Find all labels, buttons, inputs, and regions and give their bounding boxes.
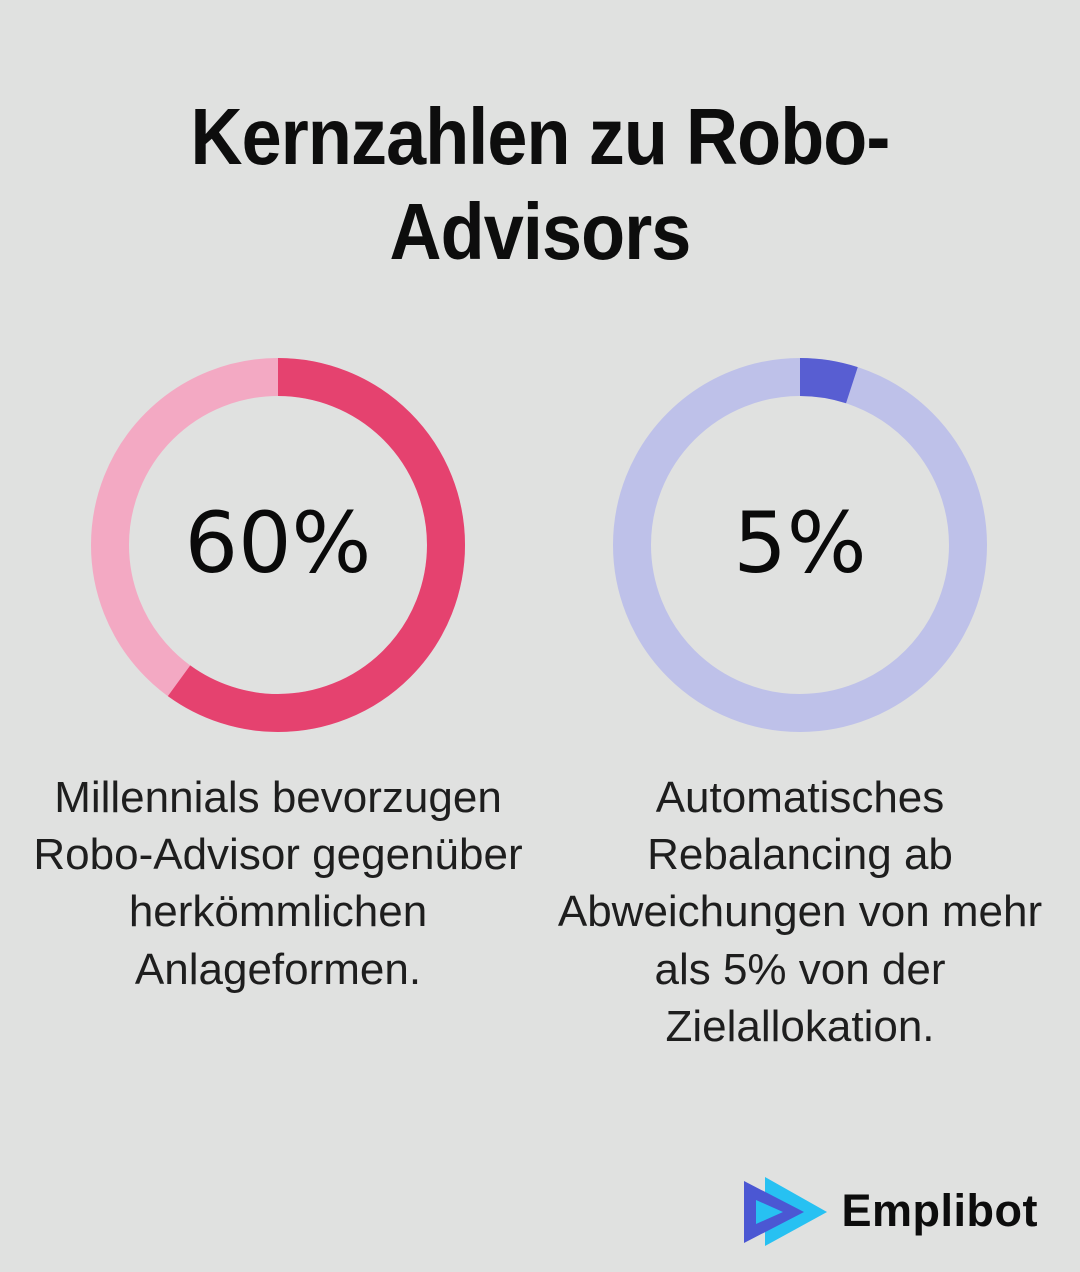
donut-arc	[613, 358, 987, 732]
donut-arc	[91, 358, 465, 732]
stat-card-rebalancing: 5% Automatisches Rebalancing ab Abweichu…	[550, 335, 1050, 1055]
donut-svg-millennials	[91, 358, 465, 732]
donut-chart-millennials: 60%	[68, 335, 488, 755]
emplibot-logo-icon	[743, 1177, 827, 1246]
donut-svg-rebalancing	[613, 358, 987, 732]
emplibot-logo: Emplibot	[743, 1174, 1038, 1248]
donut-track	[613, 358, 987, 732]
donut-chart-rebalancing: 5%	[590, 335, 1010, 755]
emplibot-logo-text: Emplibot	[841, 1185, 1038, 1236]
stat-caption-rebalancing: Automatisches Rebalancing ab Abweichunge…	[557, 773, 1043, 1051]
triangle-inner-icon	[755, 1200, 783, 1224]
stat-card-millennials: 60% Millennials bevorzugen Robo-Advisor …	[28, 335, 528, 998]
page-title: Kernzahlen zu Robo- Advisors	[190, 92, 891, 277]
stat-caption-millennials: Millennials bevorzugen Robo-Advisor gege…	[33, 773, 523, 994]
